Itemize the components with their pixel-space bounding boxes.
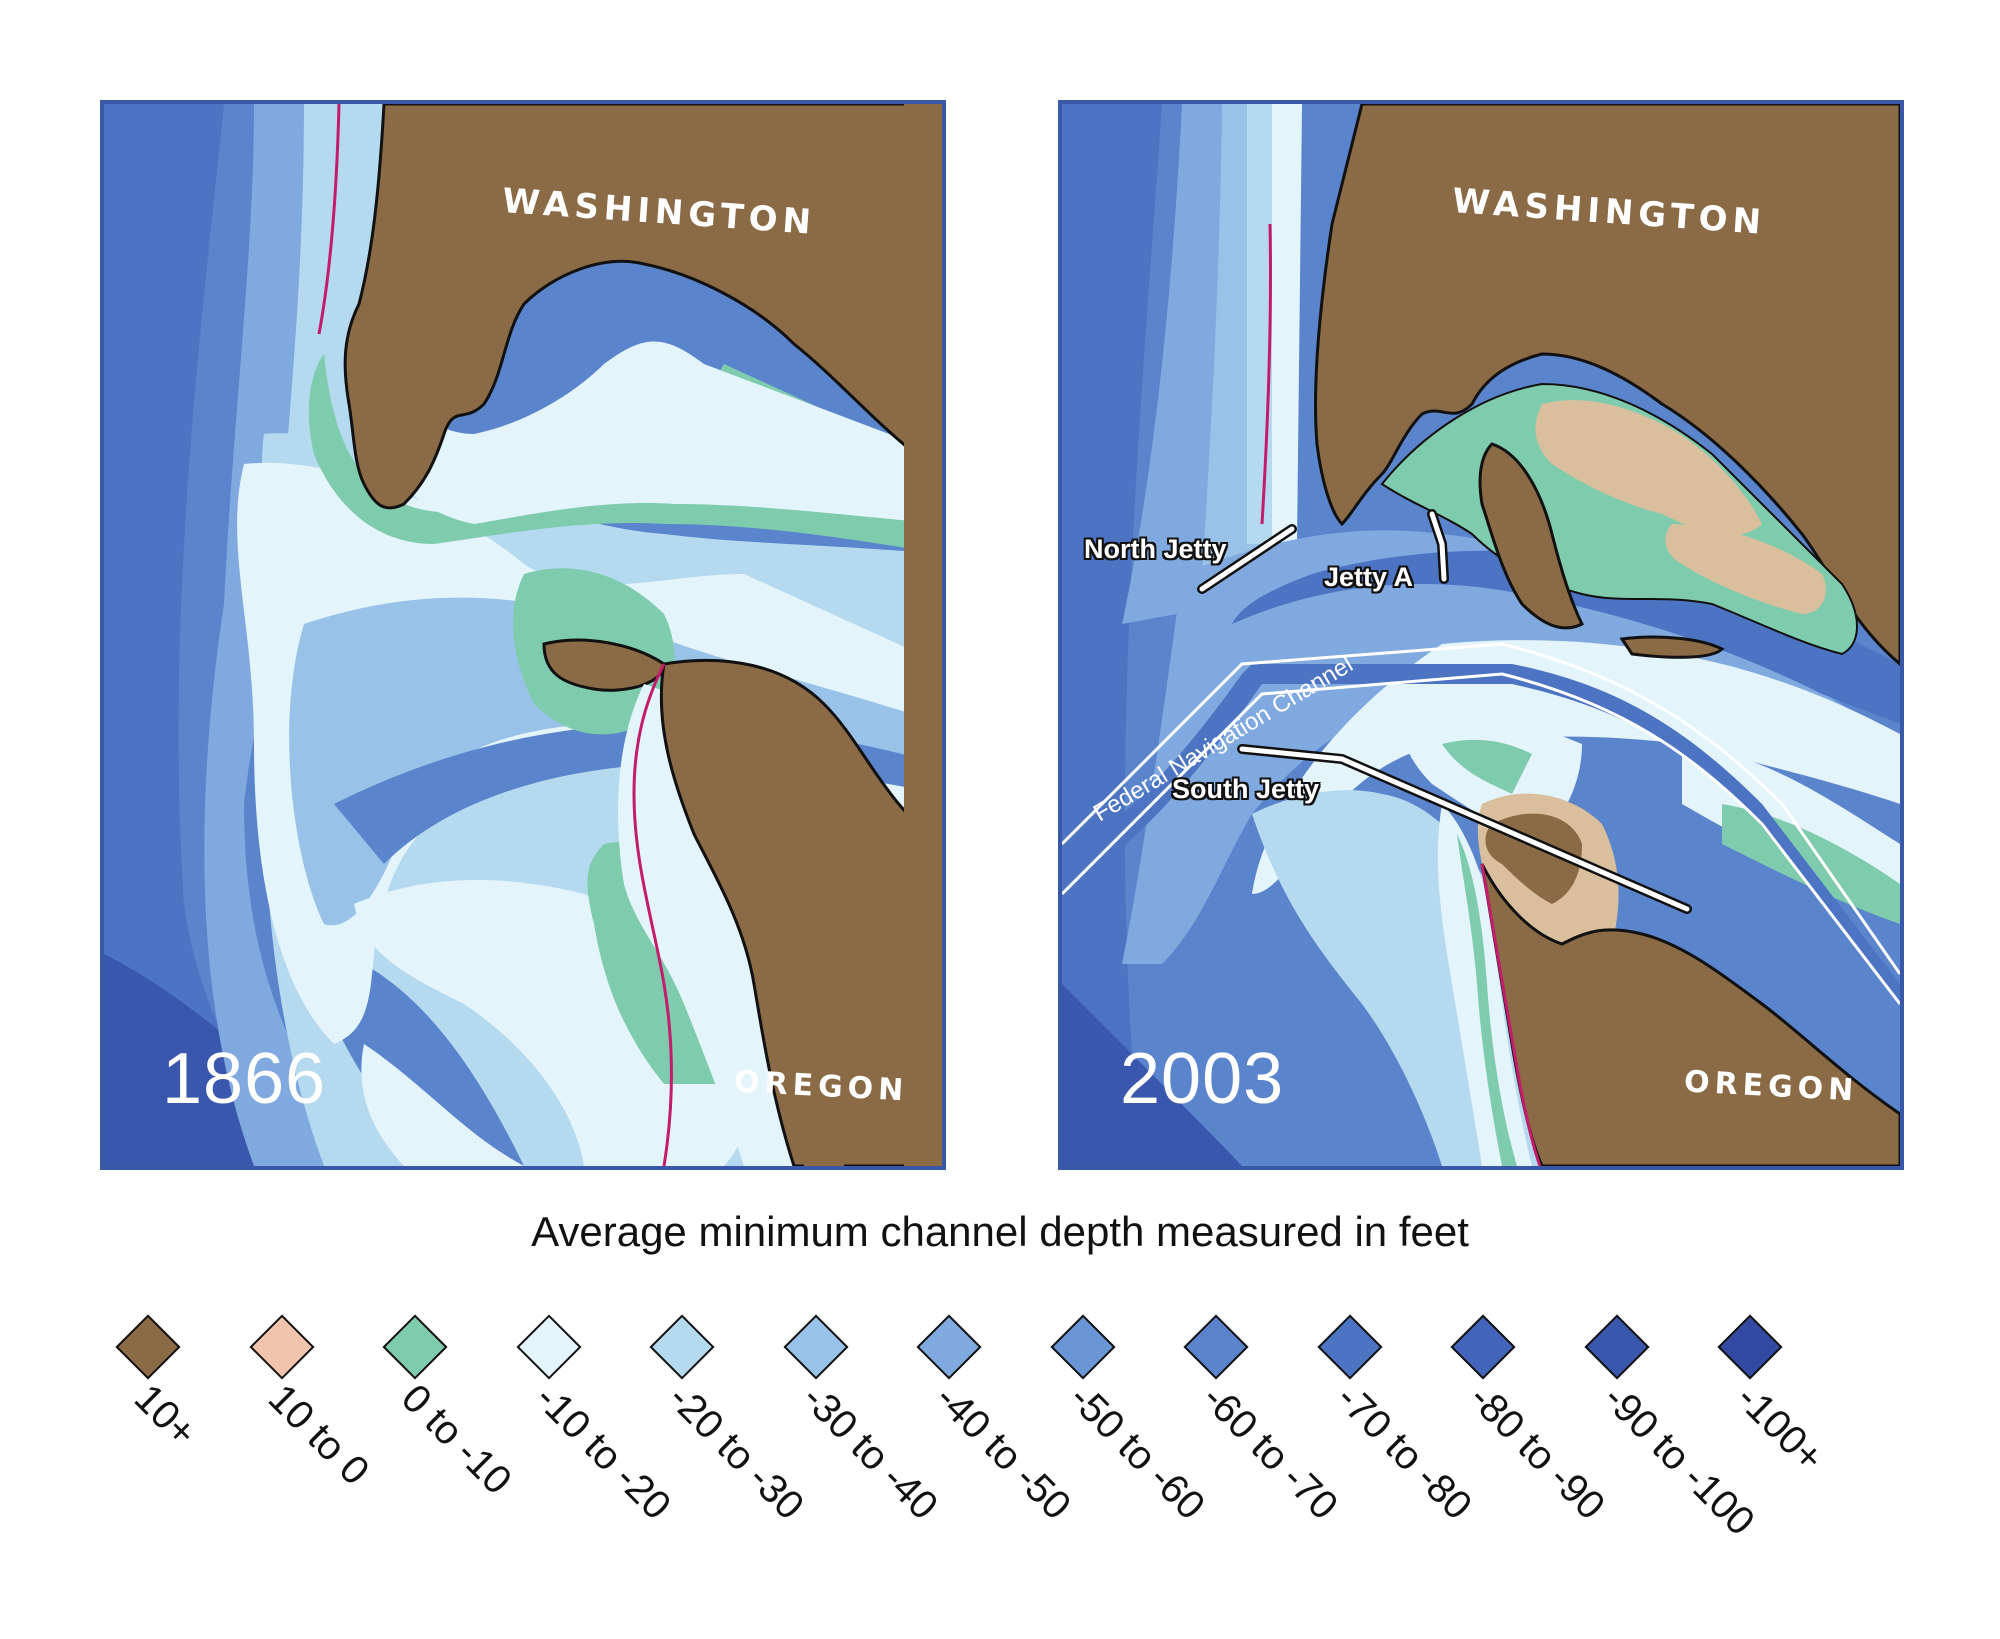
- map-1866: WASHINGTON OREGON 1866: [100, 100, 946, 1170]
- legend-swatch: [649, 1314, 715, 1380]
- jetty-a-label: Jetty A: [1324, 562, 1414, 592]
- legend-item: 10+: [95, 1300, 245, 1550]
- legend-label: 10 to 0: [259, 1376, 377, 1494]
- legend-swatch: [1450, 1314, 1516, 1380]
- legend-swatch: [1717, 1314, 1783, 1380]
- north-jetty-label: North Jetty: [1084, 534, 1227, 564]
- bathymetry-2003: [1062, 104, 1900, 1166]
- legend-swatch: [782, 1314, 849, 1380]
- legend-swatch: [515, 1314, 582, 1380]
- legend-swatch: [916, 1314, 982, 1380]
- bathymetry-1866: [104, 104, 942, 1166]
- legend-item: -40 to -50: [896, 1300, 1079, 1550]
- legend-item: -30 to -40: [763, 1300, 946, 1550]
- legend-swatch: [382, 1314, 448, 1380]
- map-2003: WASHINGTON OREGON North Jetty Jetty A So…: [1058, 100, 1904, 1170]
- legend-item: 0 to -10: [362, 1300, 520, 1550]
- legend-item: -60 to -70: [1163, 1300, 1346, 1550]
- legend-swatch: [248, 1314, 315, 1380]
- legend-item: -50 to -60: [1030, 1300, 1213, 1550]
- legend-item: -90 to -100: [1564, 1300, 1762, 1550]
- legend-swatch: [1316, 1314, 1383, 1380]
- legend-title: Average minimum channel depth measured i…: [531, 1208, 1469, 1255]
- legend-item: -10 to -20: [496, 1300, 679, 1550]
- year-label: 2003: [1120, 1039, 1285, 1119]
- legend-item: -80 to -90: [1430, 1300, 1613, 1550]
- legend-label: 10+: [125, 1376, 205, 1456]
- south-jetty-label: South Jetty: [1172, 774, 1320, 804]
- legend-label: -100+: [1727, 1376, 1833, 1481]
- legend-item: -20 to -30: [629, 1300, 812, 1550]
- legend-swatch: [1183, 1314, 1249, 1380]
- year-label: 1866: [162, 1039, 327, 1119]
- legend-item: -70 to -80: [1297, 1300, 1480, 1550]
- legend-swatch: [1583, 1314, 1650, 1380]
- legend-item: 10 to 0: [229, 1300, 379, 1550]
- legend-swatch: [1049, 1314, 1116, 1380]
- legend-swatch: [115, 1314, 181, 1380]
- legend-item: -100+: [1697, 1300, 1847, 1550]
